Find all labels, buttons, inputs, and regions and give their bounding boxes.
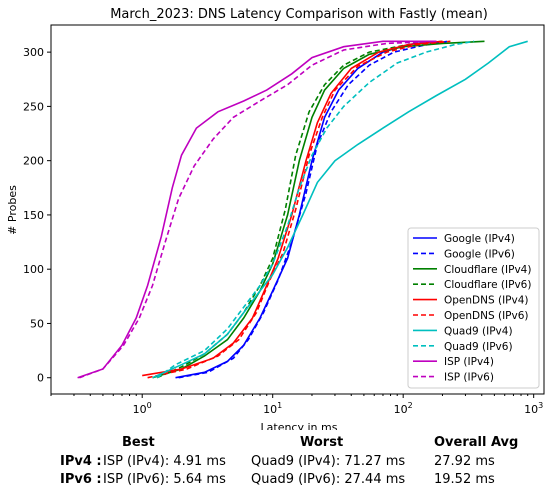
x-tick-label: 100	[133, 401, 152, 416]
legend-entry: Cloudflare (IPv4)	[444, 264, 531, 276]
x-axis-label: Latency in ms	[261, 421, 338, 430]
y-tick-label: 200	[23, 155, 44, 168]
x-axis-ticks: 100 101 102 103	[51, 394, 543, 416]
ipv6-worst: Quad9 (IPv6): 27.44 ms	[251, 472, 405, 487]
best-header: Best	[122, 435, 155, 450]
ipv4-row-label: IPv4 :	[60, 454, 102, 469]
legend-entry: OpenDNS (IPv6)	[444, 310, 529, 322]
y-tick-label: 100	[23, 263, 44, 276]
legend-entry: Quad9 (IPv4)	[444, 325, 513, 337]
series-line	[79, 41, 436, 377]
y-axis-label: # Probes	[6, 185, 19, 235]
y-tick-label: 300	[23, 46, 44, 59]
legend: Google (IPv4) Google (IPv6) Cloudflare (IP…	[408, 228, 539, 388]
chart-title: March_2023: DNS Latency Comparison with …	[110, 7, 488, 22]
legend-entry: Quad9 (IPv6)	[444, 341, 513, 353]
legend-entry: OpenDNS (IPv4)	[444, 295, 529, 307]
legend-entry: Cloudflare (IPv6)	[444, 279, 531, 291]
latency-chart: March_2023: DNS Latency Comparison with …	[0, 0, 555, 430]
ipv4-best: ISP (IPv4): 4.91 ms	[103, 454, 226, 469]
y-tick-label: 50	[30, 317, 44, 330]
ipv6-overall: 19.52 ms	[434, 472, 495, 487]
legend-entry: Google (IPv6)	[444, 248, 515, 260]
series-line	[148, 41, 451, 377]
y-tick-label: 150	[23, 209, 44, 222]
x-tick-label: 103	[524, 401, 543, 416]
legend-entry: Google (IPv4)	[444, 233, 515, 245]
worst-header: Worst	[300, 435, 343, 450]
y-tick-label: 250	[23, 100, 44, 113]
ipv4-worst: Quad9 (IPv4): 71.27 ms	[251, 454, 405, 469]
x-tick-label: 101	[263, 401, 282, 416]
ipv6-row-label: IPv6 :	[60, 472, 102, 487]
x-tick-label: 102	[394, 401, 413, 416]
summary-table: Best Worst Overall Avg IPv4 : ISP (IPv4)…	[0, 430, 555, 494]
overall-header: Overall Avg	[434, 435, 518, 450]
y-tick-label: 0	[37, 372, 44, 385]
legend-entry: ISP (IPv4)	[444, 356, 494, 368]
ipv4-overall: 27.92 ms	[434, 454, 495, 469]
ipv6-best: ISP (IPv6): 5.64 ms	[103, 472, 226, 487]
y-axis-ticks: 0 50 100 150 200 250 300	[23, 46, 51, 385]
series-line	[78, 41, 437, 377]
legend-entry: ISP (IPv6)	[444, 372, 494, 384]
